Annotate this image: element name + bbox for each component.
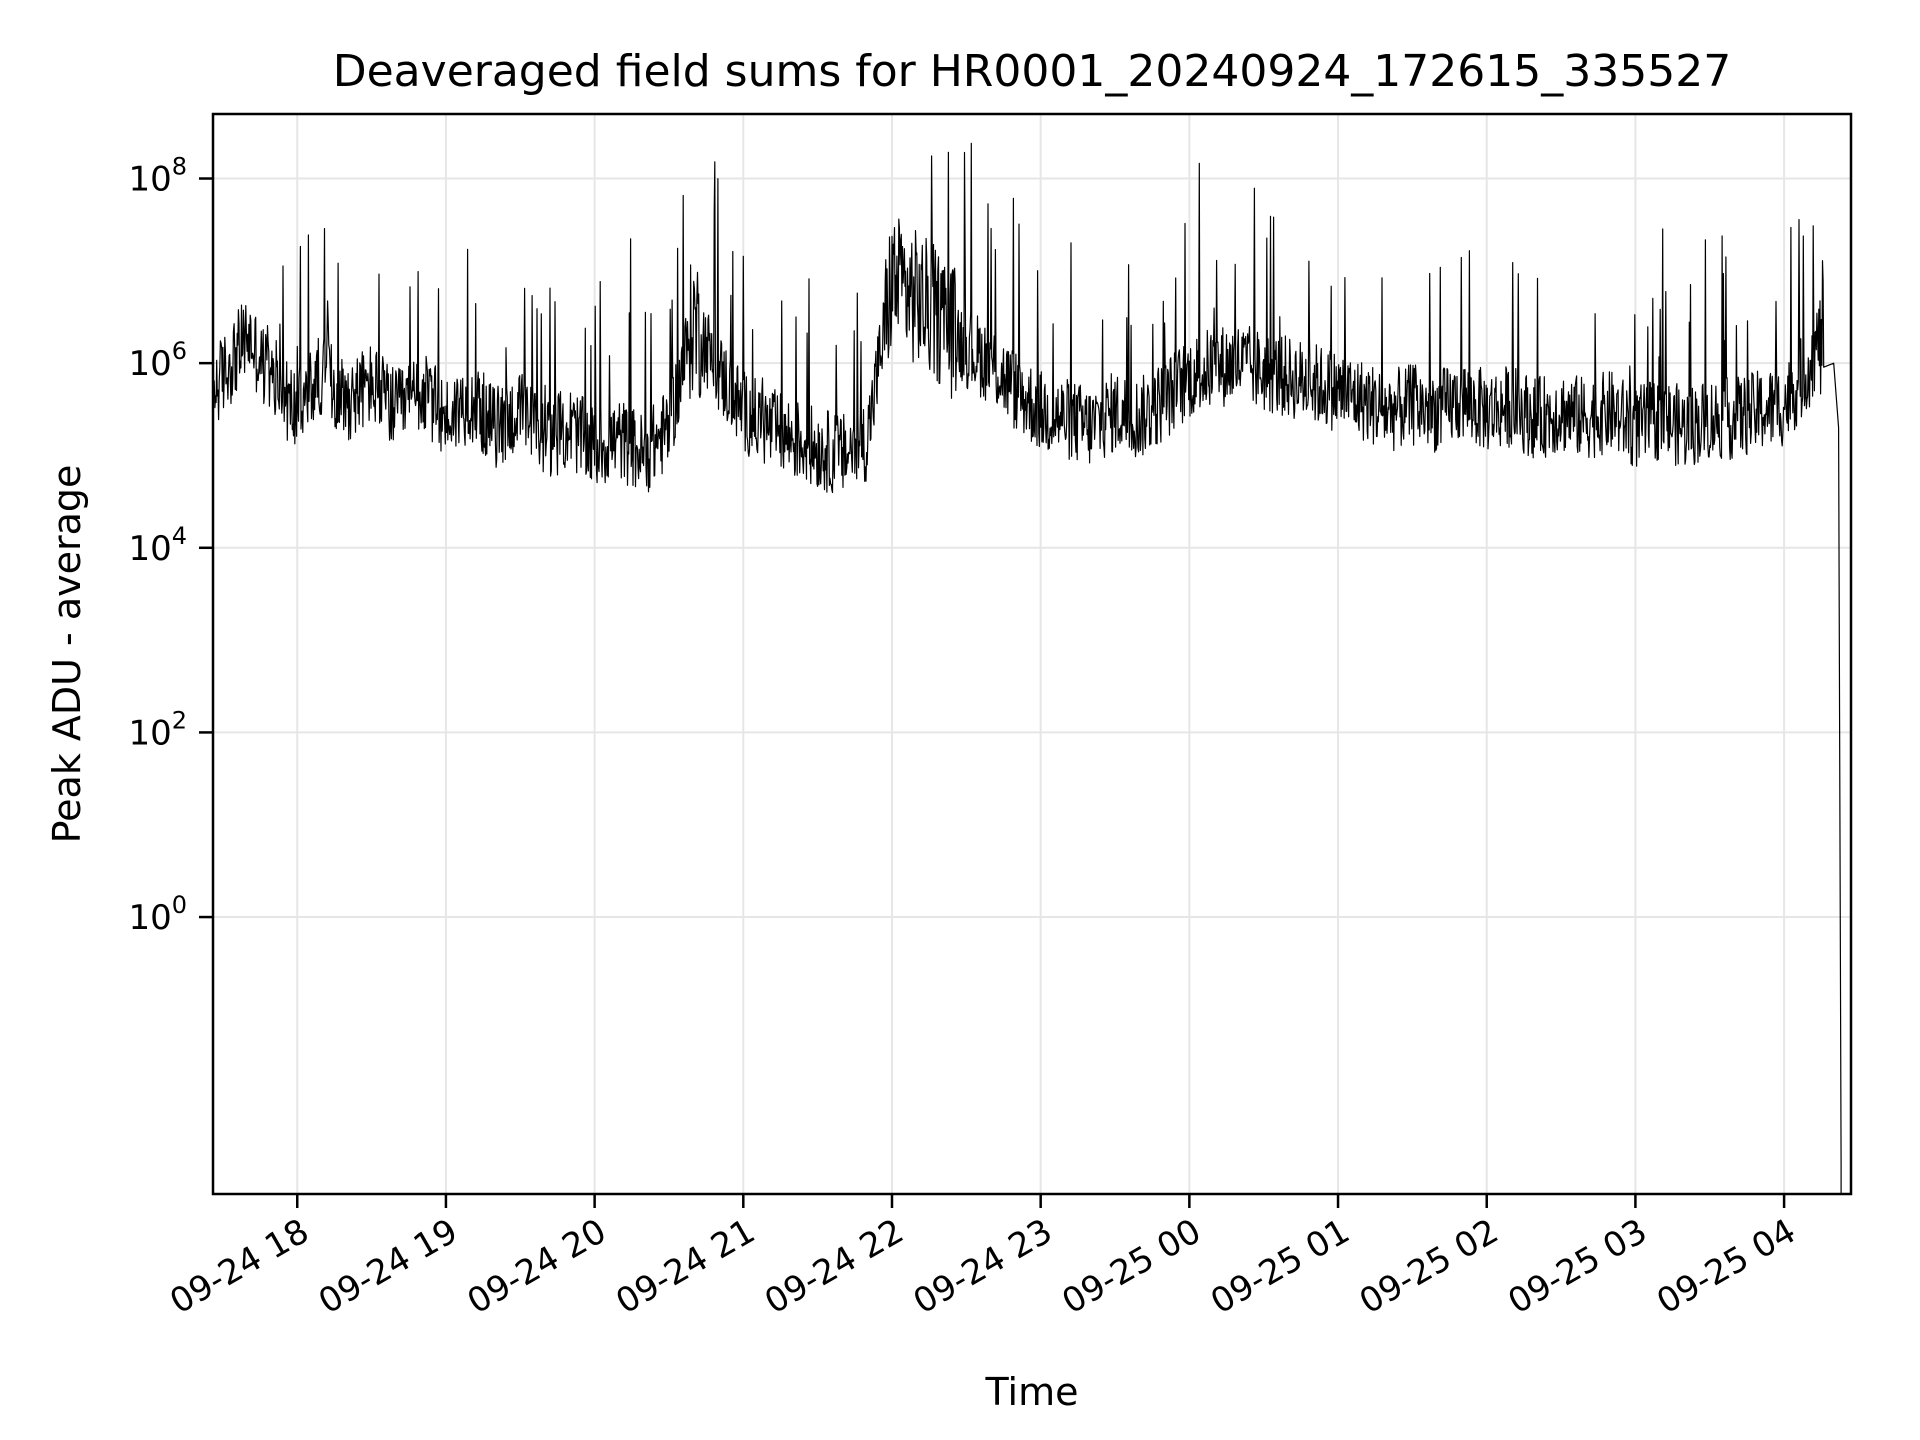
- y-tick-exponent: 8: [172, 153, 187, 181]
- x-tick-label: 09-25 00: [1055, 1211, 1207, 1322]
- x-tick-label: 09-24 20: [461, 1211, 613, 1322]
- x-tick-label: 09-25 02: [1353, 1211, 1505, 1322]
- x-tick-label: 09-24 18: [163, 1211, 315, 1322]
- y-tick-exponent: 4: [172, 522, 187, 550]
- y-tick-base: 10: [128, 529, 171, 569]
- y-tick-exponent: 6: [172, 337, 187, 365]
- y-tick-base: 10: [128, 160, 171, 200]
- y-tick-label: 106: [128, 337, 187, 384]
- y-tick-base: 10: [128, 898, 171, 938]
- y-tick-exponent: 2: [172, 706, 187, 734]
- x-tick-label: 09-24 19: [312, 1211, 464, 1322]
- x-tick-label: 09-25 01: [1204, 1211, 1356, 1322]
- plot-frame: [211, 112, 1853, 1196]
- y-tick-label: 108: [128, 153, 187, 200]
- y-tick-exponent: 0: [172, 891, 187, 919]
- chart-title: Deaveraged field sums for HR0001_2024092…: [333, 46, 1732, 97]
- x-tick-label: 09-25 03: [1502, 1211, 1654, 1322]
- grid-lines: [213, 114, 1851, 1194]
- x-tick-label: 09-24 23: [907, 1211, 1059, 1322]
- y-tick-label: 100: [128, 891, 187, 938]
- y-tick-base: 10: [128, 713, 171, 753]
- series-line: [212, 142, 1842, 1194]
- y-axis-label: Peak ADU - average: [45, 465, 89, 844]
- x-tick-label: 09-24 21: [609, 1211, 761, 1322]
- x-axis-label: Time: [985, 1370, 1079, 1414]
- x-tick-label: 09-25 04: [1650, 1211, 1802, 1322]
- y-tick-base: 10: [128, 344, 171, 384]
- x-tick-label: 09-24 22: [758, 1211, 910, 1322]
- y-tick-label: 104: [128, 522, 187, 569]
- y-tick-label: 102: [128, 706, 187, 753]
